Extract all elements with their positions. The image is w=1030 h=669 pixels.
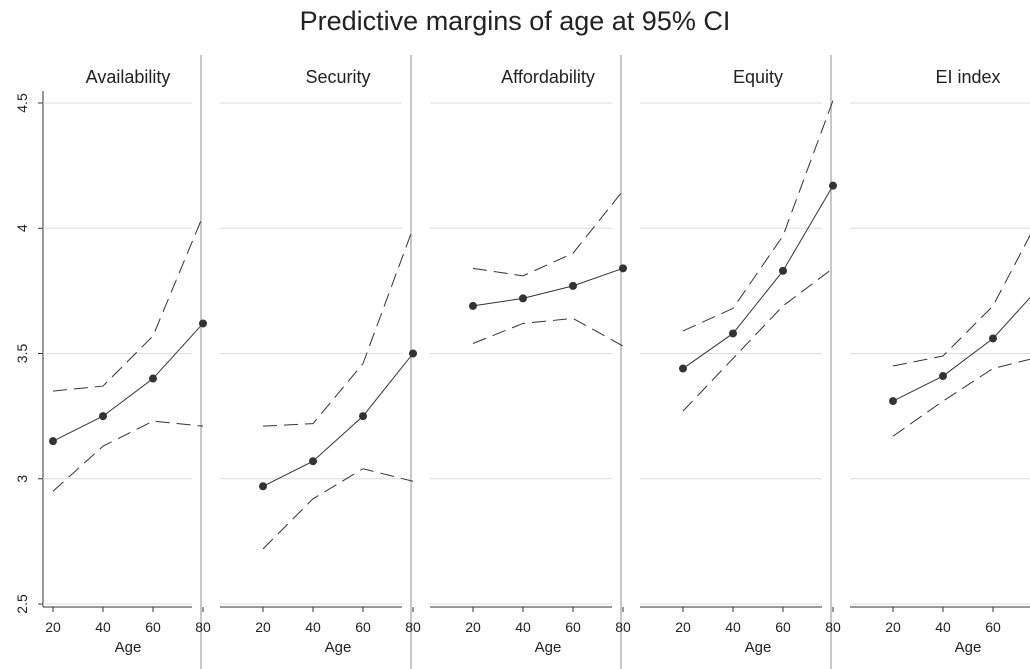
x-tick-label: 60 xyxy=(985,619,1001,635)
x-tick-label: 60 xyxy=(145,619,161,635)
x-tick-label: 20 xyxy=(885,619,901,635)
estimate-line xyxy=(682,185,834,369)
data-point xyxy=(729,329,737,338)
y-tick-label: 4 xyxy=(14,224,30,232)
x-axis-title: Age xyxy=(745,639,772,656)
data-point xyxy=(149,374,157,383)
data-point xyxy=(519,294,527,303)
x-tick-label: 40 xyxy=(95,619,111,635)
ci-upper-line xyxy=(52,215,204,392)
data-point xyxy=(259,482,267,491)
x-tick-label: 80 xyxy=(405,619,421,635)
panel-title-4: EI index xyxy=(935,67,1000,87)
data-point xyxy=(309,457,317,466)
x-tick-label: 80 xyxy=(195,619,211,635)
ci-upper-line xyxy=(472,190,624,277)
panel-title-1: Security xyxy=(305,67,370,87)
data-point xyxy=(779,266,787,275)
data-point xyxy=(829,181,837,190)
y-tick-label: 4.5 xyxy=(14,93,30,113)
ci-lower-line xyxy=(472,317,624,347)
x-tick-label: 40 xyxy=(305,619,321,635)
ci-upper-line xyxy=(682,100,834,332)
estimate-line xyxy=(472,267,624,307)
ci-lower-line xyxy=(682,267,834,412)
x-axis-title: Age xyxy=(325,639,352,656)
data-point xyxy=(469,301,477,310)
x-axis-title: Age xyxy=(535,639,562,656)
x-tick-label: 80 xyxy=(615,619,631,635)
x-tick-label: 20 xyxy=(45,619,61,635)
y-tick-label: 3 xyxy=(14,475,30,483)
data-point xyxy=(49,437,57,446)
panel-title-2: Affordability xyxy=(501,67,595,87)
data-point xyxy=(889,397,897,406)
data-point xyxy=(199,319,207,328)
data-point xyxy=(359,412,367,421)
estimate-line xyxy=(892,296,1030,402)
x-axis-title: Age xyxy=(955,639,982,656)
chart-title: Predictive margins of age at 95% CI xyxy=(299,6,731,36)
x-tick-label: 20 xyxy=(675,619,691,635)
panel-title-0: Availability xyxy=(86,67,171,87)
data-point xyxy=(569,281,577,290)
ci-upper-line xyxy=(892,234,1030,367)
ci-lower-line xyxy=(892,358,1030,437)
x-tick-label: 60 xyxy=(565,619,581,635)
data-point xyxy=(619,264,627,273)
x-tick-label: 20 xyxy=(465,619,481,635)
x-axis-title: Age xyxy=(115,639,142,656)
data-point xyxy=(939,372,947,381)
data-point xyxy=(989,334,997,343)
panel-title-3: Equity xyxy=(733,67,783,87)
x-tick-label: 60 xyxy=(775,619,791,635)
estimate-line xyxy=(52,323,204,442)
ci-lower-line xyxy=(52,420,204,492)
x-tick-label: 40 xyxy=(515,619,531,635)
y-tick-label: 2.5 xyxy=(14,594,30,614)
x-tick-label: 40 xyxy=(935,619,951,635)
x-tick-label: 20 xyxy=(255,619,271,635)
x-tick-label: 80 xyxy=(825,619,841,635)
ci-lower-line xyxy=(262,468,414,550)
data-point xyxy=(679,364,687,373)
data-point xyxy=(99,412,107,421)
ci-upper-line xyxy=(262,228,414,427)
estimate-line xyxy=(262,353,414,487)
y-tick-label: 3.5 xyxy=(14,344,30,364)
data-point xyxy=(409,349,417,358)
x-tick-label: 60 xyxy=(355,619,371,635)
x-tick-label: 40 xyxy=(725,619,741,635)
